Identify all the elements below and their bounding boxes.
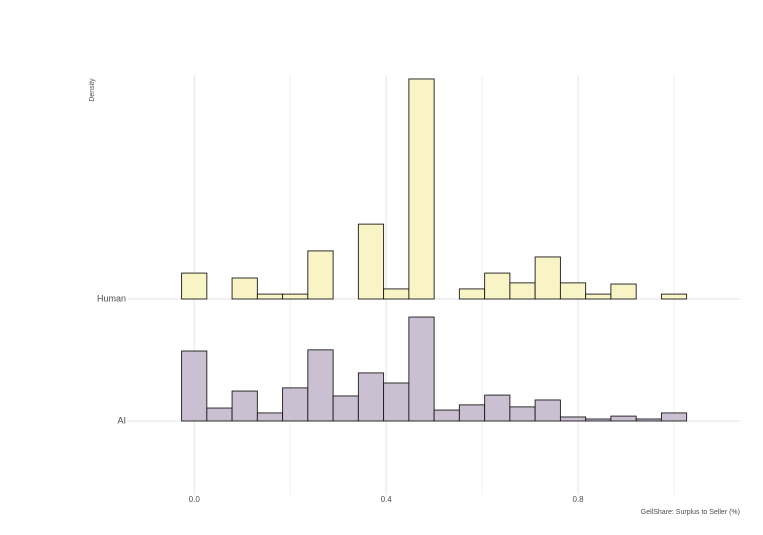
- histogram-bar: [181, 350, 208, 422]
- histogram-bar: [635, 418, 662, 422]
- histogram-bar: [509, 282, 536, 300]
- x-tick-label: 0.4: [381, 495, 393, 504]
- histogram-bar: [256, 412, 284, 422]
- ridge-label: Human: [97, 293, 126, 303]
- histogram-bar: [585, 418, 612, 422]
- histogram-bar: [660, 293, 688, 300]
- histogram-bar: [484, 394, 511, 422]
- histogram-bar: [484, 272, 511, 300]
- histogram-bar: [458, 404, 486, 422]
- x-tick-label: 0.8: [573, 495, 585, 504]
- histogram-bar: [282, 387, 309, 422]
- histogram-bar: [282, 293, 309, 300]
- x-tick-label: 0.0: [189, 495, 201, 504]
- histogram-bar: [357, 372, 385, 422]
- histogram-bar: [332, 395, 359, 422]
- histogram-bar: [383, 288, 410, 300]
- histogram-bar: [534, 256, 561, 300]
- histogram-bar: [408, 78, 435, 300]
- histogram-bar: [231, 390, 258, 422]
- histogram-bar: [559, 416, 587, 422]
- histogram-bar: [509, 406, 536, 422]
- histogram-bar: [433, 409, 460, 422]
- histogram-bar: [458, 288, 486, 300]
- histogram-bar: [357, 223, 385, 300]
- histogram-bar: [660, 412, 688, 422]
- histogram-bar: [181, 272, 208, 300]
- histogram-bar: [585, 293, 612, 300]
- histogram-bar: [231, 277, 258, 300]
- histogram-bar: [610, 415, 637, 422]
- histogram-bar: [307, 250, 334, 300]
- ridge-label: AI: [117, 415, 126, 425]
- histogram-bar: [610, 283, 637, 300]
- histogram-bar: [559, 282, 587, 300]
- histogram-bar: [534, 399, 561, 422]
- histogram-bar: [408, 316, 435, 422]
- y-axis-label: Density: [89, 78, 96, 102]
- x-axis-label: GellShare: Surplus to Seller (%): [641, 509, 740, 516]
- histogram-bar: [383, 382, 410, 422]
- histogram-bar: [307, 349, 334, 422]
- histogram-bar: [206, 407, 233, 422]
- histogram-bar: [256, 293, 284, 300]
